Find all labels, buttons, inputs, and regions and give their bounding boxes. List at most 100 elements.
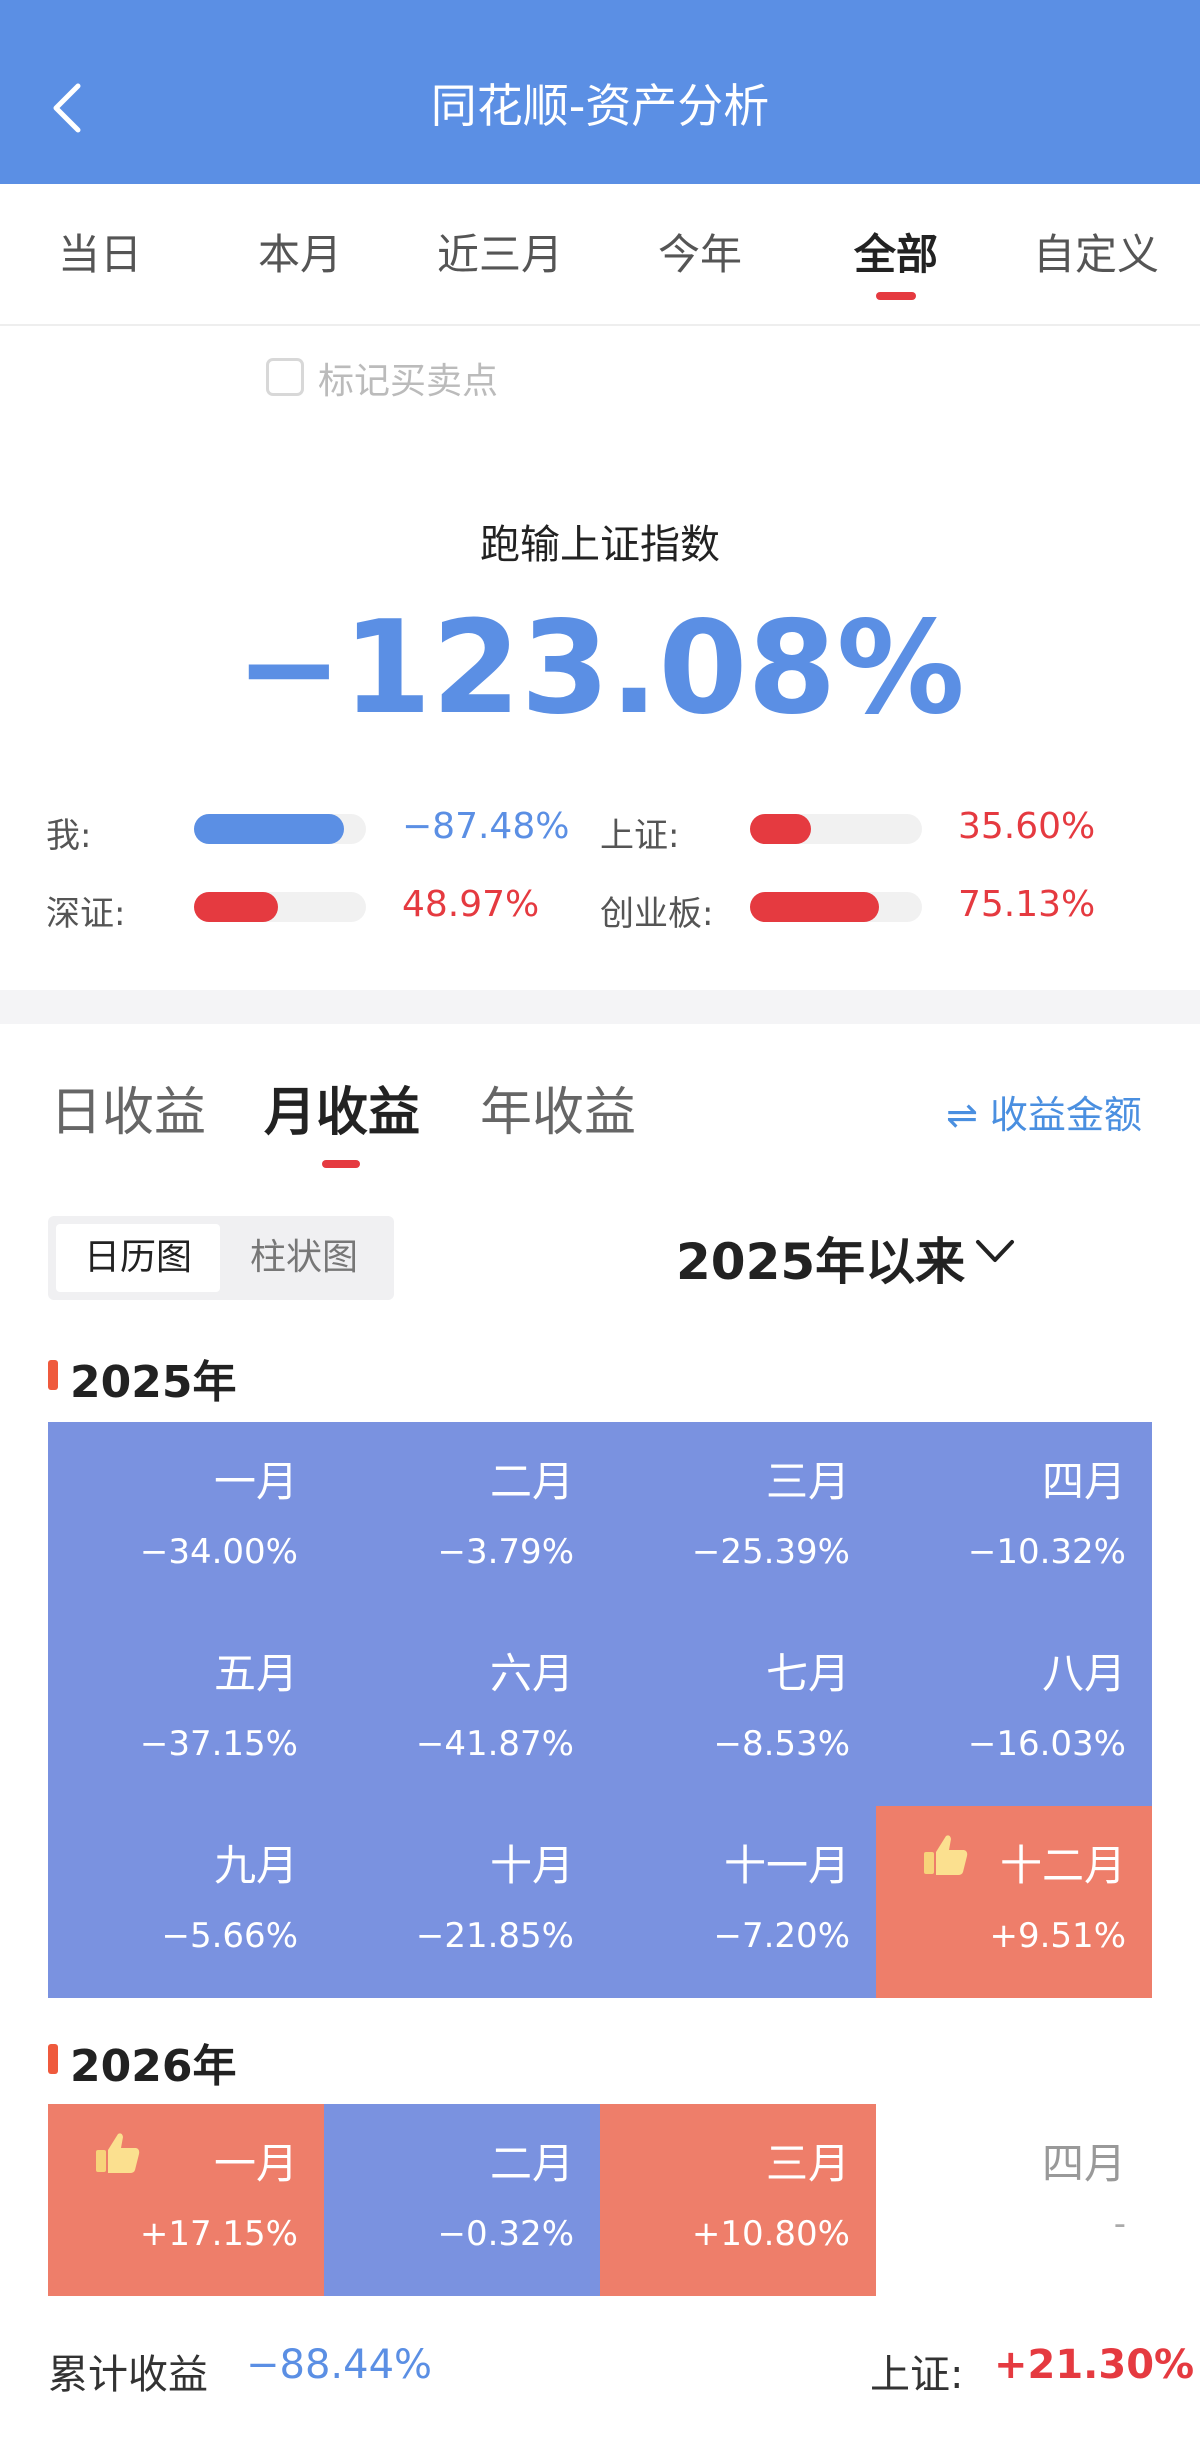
- compare-me-label: 我:: [46, 816, 92, 856]
- month-return: −25.39%: [691, 1532, 850, 1572]
- month-return: −3.79%: [437, 1532, 575, 1572]
- month-name: 十月: [489, 1841, 574, 1890]
- month-return: −5.66%: [161, 1916, 299, 1956]
- month-return: −7.20%: [713, 1916, 851, 1956]
- month-return: −21.85%: [415, 1916, 574, 1956]
- month-cell[interactable]: 二月 −0.32%: [324, 2104, 600, 2296]
- footer-sh-value: +21.30%: [994, 2342, 1195, 2388]
- compare-cyb-value: 75.13%: [958, 884, 1096, 925]
- compare-cyb-fill: [750, 892, 879, 922]
- compare-me-value: −87.48%: [402, 806, 570, 847]
- cumulative-value: −88.44%: [246, 2342, 433, 2388]
- month-return: −41.87%: [415, 1724, 574, 1764]
- month-cell[interactable]: 九月 −5.66%: [48, 1806, 324, 1998]
- back-button[interactable]: [48, 78, 88, 138]
- month-return: -: [1113, 2204, 1126, 2244]
- month-cell[interactable]: 十一月 −7.20%: [600, 1806, 876, 1998]
- section-divider: [0, 990, 1200, 1024]
- month-name: 六月: [489, 1649, 574, 1698]
- month-return: −0.32%: [437, 2214, 575, 2254]
- compare-me-bar: [194, 814, 366, 844]
- mark-trades-label[interactable]: 标记买卖点: [318, 361, 499, 402]
- compare-cyb-bar: [750, 892, 922, 922]
- month-cell[interactable]: 三月 +10.80%: [600, 2104, 876, 2296]
- month-name: 三月: [765, 2139, 850, 2188]
- month-name: 三月: [765, 1457, 850, 1506]
- compare-sh-bar: [750, 814, 922, 844]
- month-return: +10.80%: [691, 2214, 850, 2254]
- range-select[interactable]: 2025年以来: [676, 1233, 966, 1291]
- month-cell[interactable]: 四月 −10.32%: [876, 1422, 1152, 1614]
- thumbs-up-icon: [92, 2128, 142, 2178]
- tab-daily-earnings[interactable]: 日收益: [50, 1083, 207, 1143]
- year-marker: [48, 1360, 58, 1390]
- month-return: +17.15%: [139, 2214, 298, 2254]
- summary-label: 跑输上证指数: [480, 522, 720, 568]
- compare-sz-bar: [194, 892, 366, 922]
- month-return: −34.00%: [139, 1532, 298, 1572]
- compare-sh-fill: [750, 814, 811, 844]
- active-tab-indicator: [876, 292, 916, 300]
- year-2025-label: 2025年: [70, 1357, 237, 1408]
- compare-sh-label: 上证:: [600, 816, 680, 856]
- page-title: 同花顺-资产分析: [430, 79, 770, 133]
- month-cell[interactable]: 一月 +17.15%: [48, 2104, 324, 2296]
- month-name: 五月: [213, 1649, 298, 1698]
- month-name: 十一月: [723, 1841, 850, 1890]
- chevron-down-icon[interactable]: [974, 1236, 1016, 1268]
- tab-three-months[interactable]: 近三月: [436, 230, 563, 279]
- month-return: −10.32%: [967, 1532, 1126, 1572]
- view-switch: 日历图 柱状图: [48, 1216, 394, 1300]
- tab-custom[interactable]: 自定义: [1032, 230, 1159, 279]
- month-name: 四月: [1041, 2139, 1126, 2188]
- month-cell[interactable]: 一月 −34.00%: [48, 1422, 324, 1614]
- cumulative-label: 累计收益: [48, 2352, 208, 2398]
- earnings-tab-indicator: [322, 1160, 360, 1168]
- compare-sz-value: 48.97%: [402, 884, 540, 925]
- month-cell[interactable]: 十月 −21.85%: [324, 1806, 600, 1998]
- month-return: −16.03%: [967, 1724, 1126, 1764]
- month-return: +9.51%: [989, 1916, 1127, 1956]
- period-tabs: 当日 本月 近三月 今年 全部 自定义: [0, 184, 1200, 326]
- chevron-left-icon: [53, 83, 81, 133]
- thumbs-up-icon: [920, 1830, 970, 1880]
- month-name: 四月: [1041, 1457, 1126, 1506]
- view-bar[interactable]: 柱状图: [249, 1237, 358, 1278]
- month-cell[interactable]: 七月 −8.53%: [600, 1614, 876, 1806]
- compare-cyb-label: 创业板:: [600, 894, 714, 934]
- month-name: 二月: [489, 1457, 574, 1506]
- header-bar: 同花顺-资产分析: [0, 0, 1200, 184]
- summary-value: −123.08%: [235, 594, 965, 743]
- tab-today[interactable]: 当日: [57, 230, 142, 279]
- footer-sh-label: 上证:: [870, 2352, 964, 2398]
- month-cell[interactable]: 二月 −3.79%: [324, 1422, 600, 1614]
- month-name: 十二月: [999, 1841, 1126, 1890]
- month-cell[interactable]: 十二月 +9.51%: [876, 1806, 1152, 1998]
- year-2026-label: 2026年: [70, 2041, 237, 2092]
- compare-me-fill: [194, 814, 344, 844]
- month-cell[interactable]: 四月 -: [876, 2104, 1152, 2296]
- tab-this-month[interactable]: 本月: [257, 230, 342, 279]
- mark-trades-checkbox[interactable]: [266, 358, 304, 396]
- year-marker: [48, 2044, 58, 2074]
- month-cell[interactable]: 八月 −16.03%: [876, 1614, 1152, 1806]
- tab-yearly-earnings[interactable]: 年收益: [480, 1083, 637, 1143]
- toggle-amount-button[interactable]: ⇌ 收益金额: [946, 1093, 1142, 1137]
- month-name: 一月: [213, 2139, 298, 2188]
- month-name: 八月: [1041, 1649, 1126, 1698]
- month-name: 七月: [765, 1649, 850, 1698]
- compare-sz-label: 深证:: [46, 894, 126, 934]
- month-return: −37.15%: [139, 1724, 298, 1764]
- month-cell[interactable]: 五月 −37.15%: [48, 1614, 324, 1806]
- view-calendar[interactable]: 日历图: [56, 1224, 220, 1292]
- month-cell[interactable]: 六月 −41.87%: [324, 1614, 600, 1806]
- tab-all[interactable]: 全部: [853, 230, 938, 279]
- tab-monthly-earnings[interactable]: 月收益: [264, 1083, 421, 1143]
- tab-this-year[interactable]: 今年: [657, 230, 742, 279]
- month-name: 九月: [213, 1841, 298, 1890]
- compare-sz-fill: [194, 892, 278, 922]
- month-name: 一月: [213, 1457, 298, 1506]
- month-cell[interactable]: 三月 −25.39%: [600, 1422, 876, 1614]
- month-return: −8.53%: [713, 1724, 851, 1764]
- compare-sh-value: 35.60%: [958, 806, 1096, 847]
